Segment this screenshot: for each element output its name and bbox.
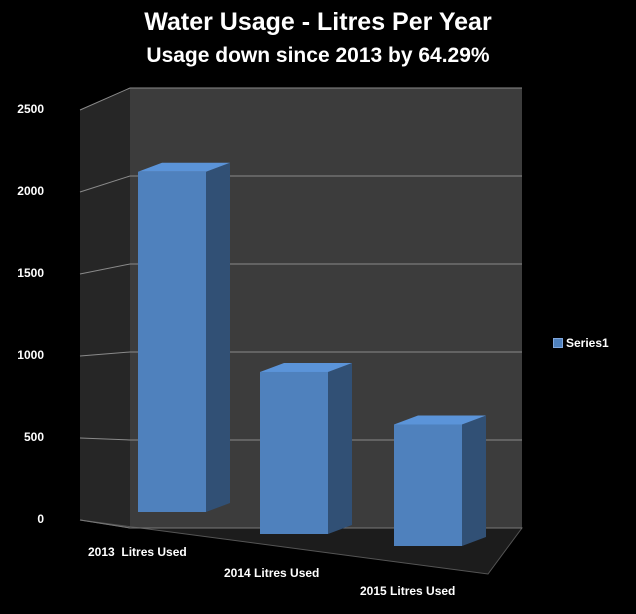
legend: Series1 xyxy=(553,336,609,350)
bars xyxy=(138,162,486,546)
bar-side xyxy=(328,362,352,534)
legend-swatch xyxy=(553,338,563,348)
bar-top xyxy=(138,162,230,172)
bar-front xyxy=(260,371,328,534)
y-tick-label: 2500 xyxy=(17,102,44,116)
chart-title: Water Usage - Litres Per Year xyxy=(144,8,492,36)
chart-subtitle: Usage down since 2013 by 64.29% xyxy=(146,44,490,67)
gridline xyxy=(79,87,522,111)
bar-front xyxy=(138,171,206,513)
bar-top xyxy=(260,362,352,372)
x-tick-label: 2014 Litres Used xyxy=(224,566,320,580)
bar xyxy=(260,362,352,534)
gridline xyxy=(79,519,522,529)
bar xyxy=(138,162,230,513)
legend-label: Series1 xyxy=(566,336,609,350)
y-tick-label: 1500 xyxy=(17,266,44,280)
x-tick-label: 2013 Litres Used xyxy=(88,545,187,559)
bar-side xyxy=(462,415,486,546)
x-tick-label: 2015 Litres Used xyxy=(360,584,456,598)
bar-front xyxy=(394,424,462,546)
gridline xyxy=(79,175,522,193)
gridline xyxy=(79,437,522,441)
gridlines xyxy=(79,87,522,529)
bar-side xyxy=(206,162,230,513)
y-tick-label: 1000 xyxy=(17,348,44,362)
y-tick-label: 500 xyxy=(23,430,44,444)
chart-side-wall xyxy=(80,88,130,528)
y-tick-label: 2000 xyxy=(17,184,44,198)
y-tick-label: 0 xyxy=(37,512,44,526)
bar-top xyxy=(394,415,486,425)
gridline xyxy=(79,263,522,275)
gridline xyxy=(79,351,522,357)
bar xyxy=(394,415,486,546)
